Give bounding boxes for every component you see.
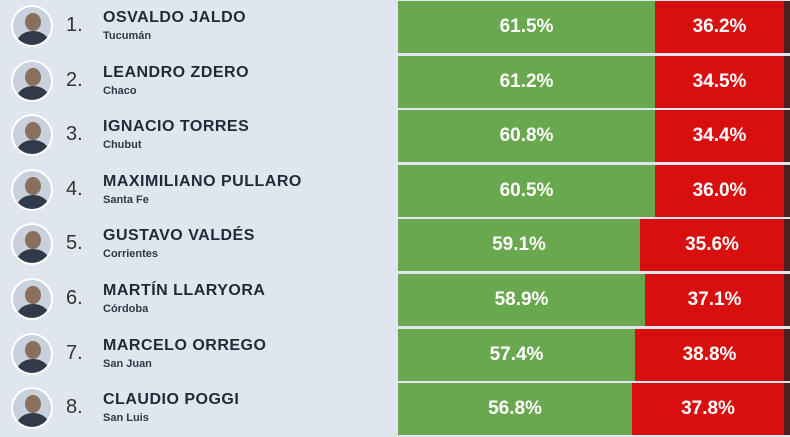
avatar-body [17, 85, 49, 100]
avatar-body [17, 194, 49, 209]
avatar-body [17, 31, 49, 45]
governor-name: MARCELO ORREGO [103, 336, 267, 354]
rank: 2. [66, 68, 83, 91]
avatar [11, 5, 53, 47]
approval-cell: 60.5% [398, 164, 655, 217]
avatar-body [17, 358, 49, 373]
governor-name: LEANDRO ZDERO [103, 63, 250, 81]
disapproval-cell: 34.4% [655, 110, 784, 163]
rank: 8. [66, 396, 83, 419]
rank: 6. [66, 287, 83, 309]
disapproval-cell: 36.2% [655, 1, 784, 53]
approval-cell: 57.4% [398, 328, 635, 381]
approval-cell: 60.8% [398, 110, 655, 163]
province: San Juan [103, 357, 152, 370]
rank: 3. [66, 123, 83, 146]
disapproval-cell: 37.8% [632, 383, 784, 436]
rank: 4. [66, 177, 83, 200]
row-edge [784, 383, 790, 436]
avatar-body [17, 249, 49, 264]
approval-cell: 56.8% [398, 383, 632, 436]
disapproval-cell: 38.8% [635, 328, 784, 381]
governor-name: MAXIMILIANO PULLARO [103, 172, 302, 190]
avatar-head [25, 176, 41, 195]
disapproval-cell: 37.1% [645, 274, 784, 326]
avatar-head [25, 13, 41, 31]
avatar [11, 223, 53, 266]
avatar-head [25, 340, 41, 359]
avatar-body [17, 140, 49, 155]
province: Corrientes [103, 248, 159, 261]
row-edge [784, 328, 790, 381]
ranking-row: 8. CLAUDIO POGGI San Luis 56.8% 37.8% [0, 383, 790, 436]
governor-name: MARTÍN LLARYORA [103, 282, 266, 299]
approval-cell: 58.9% [398, 274, 645, 326]
approval-cell: 59.1% [398, 219, 640, 272]
row-edge [784, 164, 790, 217]
disapproval-cell: 35.6% [640, 219, 784, 272]
governor-name: CLAUDIO POGGI [103, 391, 240, 409]
ranking-row: 6. MARTÍN LLARYORA Córdoba 58.9% 37.1% [0, 274, 790, 326]
avatar [11, 114, 53, 157]
row-edge [784, 110, 790, 163]
governor-name: GUSTAVO VALDÉS [103, 227, 255, 245]
row-edge [784, 55, 790, 108]
ranking-row: 3. IGNACIO TORRES Chubut 60.8% 34.4% [0, 110, 790, 163]
row-edge [784, 274, 790, 326]
province: Córdoba [103, 303, 149, 315]
governor-name: OSVALDO JALDO [103, 9, 247, 26]
rank: 1. [66, 14, 83, 36]
province: Tucumán [103, 30, 152, 42]
ranking-row: 1. OSVALDO JALDO Tucumán 61.5% 36.2% [0, 1, 790, 53]
avatar-head [25, 67, 41, 86]
province: Chaco [103, 84, 137, 97]
avatar [11, 168, 53, 211]
ranking-row: 7. MARCELO ORREGO San Juan 57.4% 38.8% [0, 328, 790, 381]
ranking-row: 2. LEANDRO ZDERO Chaco 61.2% 34.5% [0, 55, 790, 108]
province: Santa Fe [103, 193, 149, 206]
ranking-row: 4. MAXIMILIANO PULLARO Santa Fe 60.5% 36.0% [0, 164, 790, 217]
avatar-body [17, 304, 49, 318]
approval-cell: 61.2% [398, 55, 655, 108]
avatar-head [25, 231, 41, 250]
avatar-head [25, 286, 41, 304]
avatar-head [25, 395, 41, 414]
disapproval-cell: 36.0% [655, 164, 784, 217]
approval-cell: 61.5% [398, 1, 655, 53]
avatar-body [17, 413, 49, 428]
rank: 5. [66, 232, 83, 255]
avatar [11, 59, 53, 102]
rank: 7. [66, 341, 83, 364]
province: Chubut [103, 139, 142, 152]
avatar [11, 278, 53, 320]
avatar [11, 387, 53, 430]
row-edge [784, 1, 790, 53]
ranking-row: 5. GUSTAVO VALDÉS Corrientes 59.1% 35.6% [0, 219, 790, 272]
avatar [11, 332, 53, 375]
avatar-head [25, 122, 41, 141]
governor-name: IGNACIO TORRES [103, 118, 250, 136]
province: San Luis [103, 412, 149, 425]
row-edge [784, 219, 790, 272]
disapproval-cell: 34.5% [655, 55, 784, 108]
